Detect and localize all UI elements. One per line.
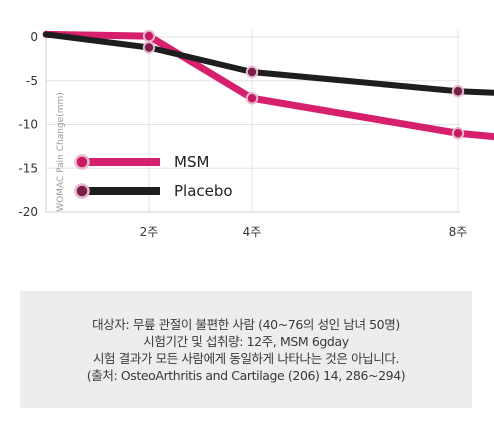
placebo-legend-marker <box>74 183 90 199</box>
note-line-duration: 시험기간 및 섭취량: 12주, MSM 6gday <box>143 333 349 349</box>
x-tick-label: 2주 <box>140 225 159 239</box>
y-tick-label: 0 <box>30 30 38 44</box>
study-note-box: 대상자: 무릎 관절이 불편한 사람 (40~76의 성인 남녀 50명) 시험… <box>20 291 472 408</box>
y-axis-ticks: 0 -5 -10 -15 -20 <box>18 30 38 219</box>
y-tick-label: -5 <box>26 74 38 88</box>
x-tick-label: 8주 <box>449 225 468 239</box>
y-tick-label: -15 <box>18 161 38 175</box>
msm-point <box>451 127 465 140</box>
msm-legend-label: MSM <box>174 153 209 171</box>
placebo-point <box>142 41 156 54</box>
chart-grid <box>45 30 460 213</box>
y-axis-label: WOMAC Pain Change(mm) <box>56 92 66 212</box>
msm-legend-marker <box>74 154 90 170</box>
x-tick-label: 4주 <box>243 225 262 239</box>
msm-point <box>142 29 156 43</box>
y-tick-label: -10 <box>18 118 38 132</box>
chart-legend: MSM Placebo <box>74 153 233 200</box>
y-tick-label: -20 <box>18 205 38 219</box>
placebo-line <box>43 31 494 96</box>
placebo-point <box>451 85 465 98</box>
chart-series <box>42 29 494 141</box>
placebo-legend-label: Placebo <box>174 182 233 200</box>
womac-line-chart: 0-5-10-15-20 2주4주8주12주 WOMAC Pain Change… <box>18 29 494 239</box>
msm-point <box>245 92 259 105</box>
note-line-subjects: 대상자: 무릎 관절이 불편한 사람 (40~76의 성인 남녀 50명) <box>92 316 400 332</box>
note-line-source: (출처: OsteoArthritis and Cartilage (206) … <box>86 367 406 383</box>
placebo-point <box>245 65 259 79</box>
x-axis-ticks: 2주4주8주12주 <box>140 225 468 239</box>
msm-line <box>42 30 494 141</box>
note-line-disclaimer: 시험 결과가 모든 사람에게 동일하게 나타나는 것은 아닙니다. <box>92 350 400 366</box>
